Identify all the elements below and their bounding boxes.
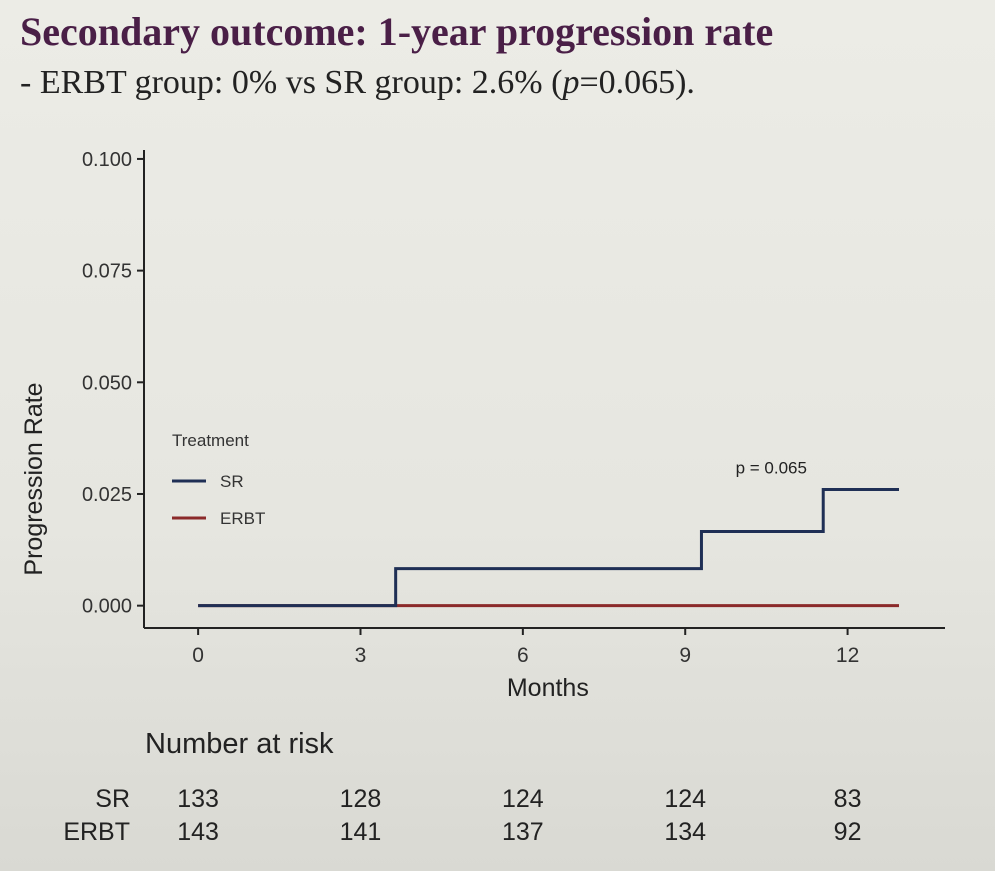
y-tick-label: 0.025 <box>82 484 132 506</box>
chart-legend: Treatment SR ERBT <box>172 431 265 528</box>
y-tick-label: 0.000 <box>82 596 132 618</box>
risk-value: 124 <box>664 785 707 813</box>
slide-title: Secondary outcome: 1-year progression ra… <box>20 9 774 54</box>
x-tick-label: 12 <box>836 644 859 667</box>
risk-value: 92 <box>833 818 862 846</box>
risk-row-label: SR <box>95 785 130 813</box>
x-tick-label: 0 <box>192 644 204 667</box>
risk-value: 128 <box>339 785 382 813</box>
x-tick-label: 3 <box>355 644 367 667</box>
p-value-annotation: p = 0.065 <box>736 458 807 477</box>
y-tick-label: 0.075 <box>82 261 132 283</box>
x-axis-label: Months <box>507 674 589 702</box>
risk-table-title: Number at risk <box>145 728 334 760</box>
risk-value: 141 <box>339 818 382 846</box>
legend-title: Treatment <box>172 431 249 450</box>
risk-row-label: ERBT <box>63 818 130 846</box>
y-axis-label: Progression Rate <box>20 382 48 575</box>
risk-value: 134 <box>664 818 707 846</box>
y-tick-label: 0.050 <box>82 372 132 394</box>
risk-value: 143 <box>177 818 219 846</box>
slide-subtitle: - ERBT group: 0% vs SR group: 2.6% (p=0.… <box>20 64 695 102</box>
risk-value: 137 <box>501 818 544 846</box>
subtitle-prefix: - ERBT group: 0% vs SR group: 2.6% ( <box>20 64 563 101</box>
x-tick-label: 9 <box>679 644 691 667</box>
chart-series <box>198 488 899 608</box>
x-tick-label: 6 <box>517 644 529 667</box>
y-tick-label: 0.100 <box>82 149 132 171</box>
progression-chart: 0.000 0.025 0.050 0.075 0.100 0 3 6 9 12 Treatmen… <box>20 149 945 702</box>
subtitle-suffix: =0.065). <box>579 64 695 101</box>
chart-axes: 0.000 0.025 0.050 0.075 0.100 0 3 6 9 12 <box>82 149 945 667</box>
risk-value: 133 <box>177 785 219 813</box>
legend-label: SR <box>220 472 244 491</box>
subtitle-p: p <box>562 64 580 101</box>
risk-value: 124 <box>501 785 544 813</box>
risk-value: 83 <box>833 785 862 813</box>
legend-label: ERBT <box>220 509 265 528</box>
series-line-sr <box>198 488 899 608</box>
